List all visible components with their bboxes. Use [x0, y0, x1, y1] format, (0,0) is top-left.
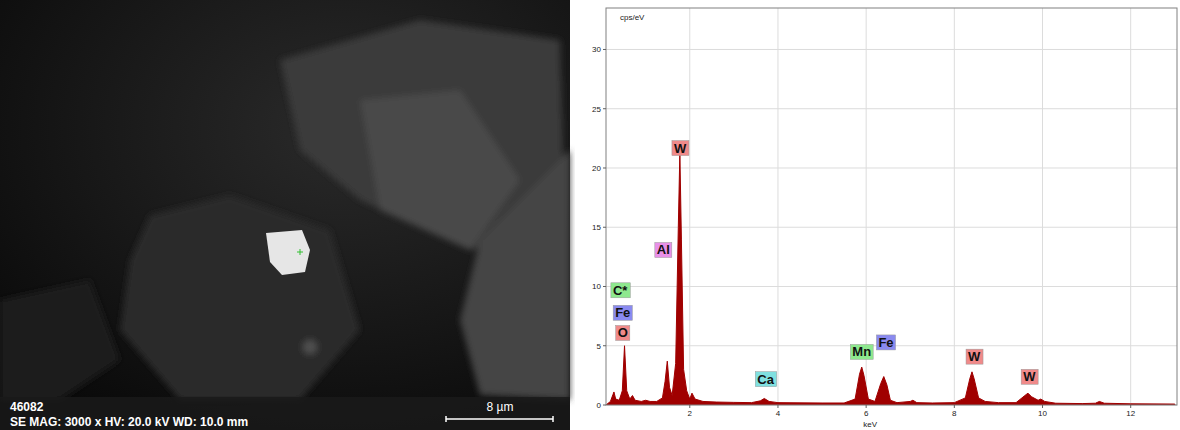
y-tick-label: 5	[597, 342, 602, 351]
element-labels: C* Fe O Al W Ca Mn Fe W W	[611, 141, 1038, 387]
element-label-bg	[876, 335, 895, 350]
element-label-text: C*	[613, 283, 628, 298]
y-tick	[603, 227, 606, 228]
image-info: SE MAG: 3000 x HV: 20.0 kV WD: 10.0 mm	[10, 415, 248, 429]
y-axis-label: cps/eV	[620, 13, 645, 22]
plot-area	[606, 153, 1175, 405]
micrograph-features	[0, 20, 570, 400]
element-label: W	[1021, 369, 1038, 384]
x-tick	[1130, 405, 1131, 408]
y-tick	[603, 286, 606, 287]
scale-bar	[446, 416, 553, 422]
grid-line	[606, 49, 1177, 50]
x-tick	[1042, 405, 1043, 408]
y-tick-label: 30	[592, 45, 601, 54]
element-label-text: Mn	[852, 344, 871, 359]
micrograph-background	[0, 0, 570, 430]
x-tick-label: 12	[1126, 409, 1135, 418]
element-label-bg	[672, 141, 689, 156]
element-label-text: Ca	[757, 372, 774, 387]
panel-background	[575, 0, 1180, 430]
y-tick	[603, 405, 606, 406]
grid-line	[606, 286, 1177, 287]
element-label: Fe	[613, 305, 632, 320]
element-label: Mn	[850, 344, 873, 359]
x-tick	[954, 405, 955, 408]
y-tick	[603, 167, 606, 168]
element-label: W	[672, 141, 689, 156]
x-tick	[777, 405, 778, 408]
y-tick-label: 20	[592, 164, 601, 173]
grid-line	[606, 108, 1177, 109]
element-label: O	[616, 325, 630, 340]
x-tick-label: 8	[952, 409, 957, 418]
element-label-text: O	[618, 325, 628, 340]
element-label: W	[966, 349, 983, 364]
particle	[303, 340, 317, 354]
element-label-bg	[966, 349, 983, 364]
grid-line	[606, 227, 1177, 228]
y-tick	[603, 49, 606, 50]
analysed-particle	[266, 230, 310, 275]
particle	[120, 195, 360, 400]
element-label-text: Fe	[615, 305, 630, 320]
figure: 46082SE MAG: 3000 x HV: 20.0 kV WD: 10.0…	[0, 0, 1180, 430]
element-label-text: W	[968, 349, 981, 364]
element-label-bg	[613, 305, 632, 320]
element-label-bg	[616, 325, 630, 340]
element-label-text: Fe	[878, 335, 893, 350]
element-label-text: W	[674, 141, 687, 156]
element-label: C*	[611, 283, 630, 298]
grid-line	[606, 167, 1177, 168]
y-tick-label: 25	[592, 105, 601, 114]
x-tick-label: 6	[864, 409, 869, 418]
element-label-bg	[611, 283, 630, 298]
y-tick-label: 15	[592, 223, 601, 232]
element-label-bg	[655, 242, 672, 257]
particle	[0, 280, 120, 400]
element-label: Fe	[876, 335, 895, 350]
x-tick	[689, 405, 690, 408]
x-tick-label: 2	[688, 409, 693, 418]
analysis-point	[297, 249, 303, 255]
x-tick-label: 4	[776, 409, 781, 418]
image-id: 46082	[10, 400, 44, 414]
element-label-text: W	[1023, 369, 1036, 384]
x-axis-label: keV	[863, 420, 877, 429]
element-label-bg	[1021, 369, 1038, 384]
element-label: Ca	[755, 372, 776, 387]
x-tick-label: 10	[1038, 409, 1047, 418]
element-label-bg	[850, 344, 873, 359]
micrograph-panel: 46082SE MAG: 3000 x HV: 20.0 kV WD: 10.0…	[0, 0, 570, 430]
info-bar	[0, 397, 570, 430]
particle	[360, 90, 520, 250]
spectrum	[606, 153, 1175, 405]
y-tick-label: 0	[597, 401, 602, 410]
y-tick-label: 10	[592, 282, 601, 291]
element-label-text: Al	[657, 242, 670, 257]
y-tick	[603, 345, 606, 346]
plot-frame	[606, 8, 1177, 405]
x-tick	[866, 405, 867, 408]
element-label: Al	[655, 242, 672, 257]
spectrum-panel: 2 4 6 8 10 12 0 5 10 15 20 25 30 keV cps/eV C* Fe O Al W Ca M…	[575, 0, 1180, 430]
scale-bar-label: 8 µm	[487, 400, 514, 414]
element-label-bg	[755, 372, 776, 387]
y-tick	[603, 108, 606, 109]
